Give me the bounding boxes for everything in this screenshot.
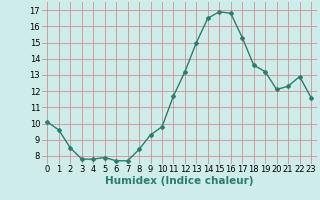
X-axis label: Humidex (Indice chaleur): Humidex (Indice chaleur) (105, 176, 253, 186)
